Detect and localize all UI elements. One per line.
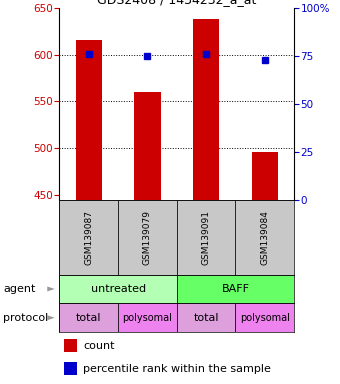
Text: BAFF: BAFF	[221, 284, 250, 294]
Text: GSM139087: GSM139087	[84, 210, 93, 265]
Bar	[75, 40, 102, 200]
Text: count: count	[83, 341, 115, 351]
Bar	[59, 303, 118, 332]
Text: protocol: protocol	[3, 313, 49, 323]
Bar	[64, 339, 77, 353]
Text: untreated: untreated	[90, 284, 146, 294]
Bar	[118, 200, 177, 275]
Bar	[235, 303, 294, 332]
Text: percentile rank within the sample: percentile rank within the sample	[83, 364, 271, 374]
Bar	[64, 362, 77, 376]
Bar	[252, 152, 278, 200]
Text: GSM139084: GSM139084	[260, 210, 269, 265]
Title: GDS2408 / 1434232_a_at: GDS2408 / 1434232_a_at	[97, 0, 256, 7]
Text: polysomal: polysomal	[240, 313, 290, 323]
Text: GSM139091: GSM139091	[202, 210, 210, 265]
Bar	[193, 19, 219, 200]
Bar	[59, 200, 118, 275]
Text: total: total	[193, 313, 219, 323]
Bar	[235, 200, 294, 275]
Text: agent: agent	[3, 284, 36, 294]
Bar	[177, 303, 235, 332]
Text: polysomal: polysomal	[122, 313, 172, 323]
Bar	[118, 303, 177, 332]
Text: total: total	[76, 313, 102, 323]
Bar	[177, 200, 235, 275]
Bar	[134, 92, 161, 200]
Bar	[177, 275, 294, 303]
Bar	[59, 275, 177, 303]
Text: GSM139079: GSM139079	[143, 210, 152, 265]
